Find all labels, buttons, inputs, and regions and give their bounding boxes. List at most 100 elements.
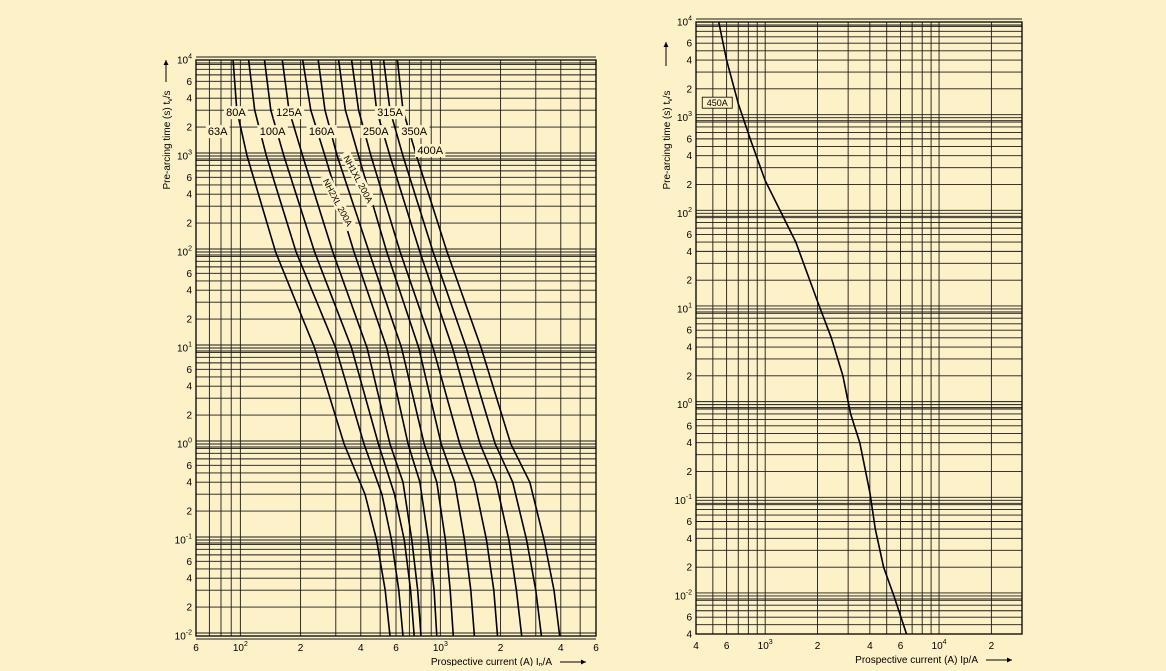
right-y-tick-label: 4 xyxy=(686,343,692,354)
right-chart: 104 6 4 2 103 6 4 2 102 6 4 2 101 6 4 2 100 6 4 2 10-1 6 4 2 10-… xyxy=(662,16,1023,666)
curve-label-80a: 80A xyxy=(226,107,246,119)
curve-label-bg xyxy=(224,106,248,120)
right-y-axis-arrowhead xyxy=(663,42,669,47)
left-y-tick-label: 4 xyxy=(186,94,192,105)
left-y-tick-label: 10-2 xyxy=(175,630,192,643)
left-y-tick-label: 6 xyxy=(186,365,192,376)
curve-label-450a: 450A xyxy=(707,98,728,108)
right-x-axis-label: Prospective current (A) Ip/A xyxy=(855,655,978,666)
right-curves xyxy=(717,21,908,635)
left-y-tick-label: 4 xyxy=(186,574,192,585)
left-y-tick-label: 4 xyxy=(186,478,192,489)
right-y-tick-label: 104 xyxy=(677,16,692,29)
left-y-tick-label: 103 xyxy=(177,150,192,163)
left-x-tick-label: 2 xyxy=(498,643,504,654)
right-y-tick-label: 4 xyxy=(686,151,692,162)
curve-label-250a: 250A xyxy=(363,126,389,138)
left-y-tick-label: 6 xyxy=(186,269,192,280)
left-x-tick-label: 103 xyxy=(433,641,448,654)
left-x-tick-label: 2 xyxy=(298,643,304,654)
left-y-tick-label: 2 xyxy=(186,411,192,422)
curve-nh1xl-200a xyxy=(337,59,476,637)
right-y-axis-label: Pre-arcing time (s) tv/s xyxy=(662,90,674,189)
left-plot-frame xyxy=(195,59,597,637)
right-grid xyxy=(695,18,1023,635)
curve-label-bg xyxy=(205,125,230,139)
left-y-tick-label: 4 xyxy=(186,382,192,393)
right-y-tick-label: 10-2 xyxy=(675,589,692,602)
curve-450a xyxy=(717,21,908,635)
left-y-tick-label: 4 xyxy=(186,190,192,201)
right-y-tick-label: 6 xyxy=(686,326,692,337)
left-x-tick-label: 102 xyxy=(233,641,248,654)
left-y-tick-label: 2 xyxy=(186,315,192,326)
right-y-tick-label: 101 xyxy=(677,302,692,315)
left-y-tick-label: 100 xyxy=(177,438,192,451)
curve-label-bg xyxy=(415,143,446,157)
right-x-tick-label: 104 xyxy=(932,639,947,652)
curve-label-bg xyxy=(399,125,430,139)
right-y-tick-label: 4 xyxy=(686,247,692,258)
right-y-tick-label: 2 xyxy=(686,371,692,382)
right-y-tick-label: 103 xyxy=(677,111,692,124)
left-x-tick-label: 6 xyxy=(393,643,399,654)
right-x-tick-label: 6 xyxy=(898,641,904,652)
left-y-tick-label: 6 xyxy=(186,173,192,184)
right-y-tick-label: 6 xyxy=(686,230,692,241)
right-y-tick-label: 2 xyxy=(686,563,692,574)
left-y-tick-label: 101 xyxy=(177,342,192,355)
left-y-tick-label: 2 xyxy=(186,603,192,614)
rotated-label-bg xyxy=(319,173,357,232)
curve-label-bg xyxy=(257,125,288,139)
curve-label-bg xyxy=(273,106,305,120)
right-x-tick-label: 6 xyxy=(724,641,730,652)
right-y-tick-label: 2 xyxy=(686,84,692,95)
left-grid xyxy=(195,56,597,640)
curve-63a xyxy=(232,59,391,637)
curve-label-nh1xl-200a: NH1XL 200A xyxy=(341,154,374,205)
left-y-tick-label: 2 xyxy=(186,123,192,134)
rotated-label-bg xyxy=(339,149,378,209)
boxed-label-frame xyxy=(701,96,733,109)
right-y-tick-label: 2 xyxy=(686,180,692,191)
right-x-tick-label: 2 xyxy=(815,641,821,652)
right-y-tick-label: 10-1 xyxy=(675,494,692,507)
left-y-tick-label: 2 xyxy=(186,507,192,518)
left-y-tick-label: 102 xyxy=(177,246,192,259)
left-x-tick-label: 4 xyxy=(358,643,364,654)
left-y-tick-label: 2 xyxy=(186,219,192,230)
right-y-tick-label: 2 xyxy=(686,276,692,287)
right-y-tick-label: 6 xyxy=(686,613,692,624)
right-y-tick-label: 6 xyxy=(686,517,692,528)
left-y-tick-label: 104 xyxy=(177,54,192,67)
left-x-tick-label: 6 xyxy=(193,643,199,654)
curve-label-400a: 400A xyxy=(417,145,443,157)
right-x-axis-arrowhead xyxy=(1007,657,1012,663)
left-y-tick-label: 10-1 xyxy=(175,534,192,547)
left-y-axis-label: Pre-arcing time (s) tv/s xyxy=(162,90,174,189)
left-x-axis-label: Prospective current (A) Ip/A xyxy=(431,657,552,666)
right-y-tick-label: 2 xyxy=(686,467,692,478)
left-x-tick-label: 4 xyxy=(558,643,564,654)
right-x-tick-label: 4 xyxy=(867,641,873,652)
curve-label-bg xyxy=(360,125,391,139)
left-y-tick-label: 6 xyxy=(186,557,192,568)
right-y-tick-label: 4 xyxy=(686,438,692,449)
right-x-tick-label: 2 xyxy=(989,641,995,652)
curve-label-bg xyxy=(306,125,337,139)
right-y-tick-label: 100 xyxy=(677,398,692,411)
curve-125a xyxy=(281,59,422,637)
right-x-tick-label: 103 xyxy=(758,639,773,652)
right-y-tick-label: 4 xyxy=(686,534,692,545)
right-y-tick-label: 6 xyxy=(686,39,692,50)
left-x-axis-arrowhead xyxy=(581,659,586,665)
curve-label-350a: 350A xyxy=(401,126,427,138)
curve-label-100a: 100A xyxy=(260,126,286,138)
left-y-axis-arrowhead xyxy=(163,60,169,65)
curve-label-63a: 63A xyxy=(208,126,228,138)
right-y-tick-label: 102 xyxy=(677,207,692,220)
right-x-tick-label: 4 xyxy=(693,641,699,652)
left-chart: 104 6 4 2 103 6 4 2 102 6 4 2 101 6 4 2 100 6 4 2 10-1 6 4 2 10-… xyxy=(162,54,599,670)
